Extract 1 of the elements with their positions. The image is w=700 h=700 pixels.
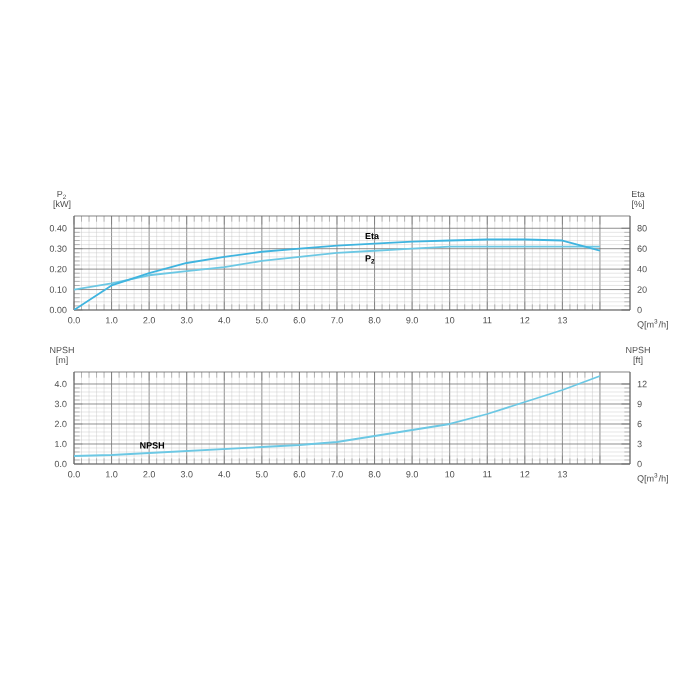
line-series xyxy=(74,238,601,310)
